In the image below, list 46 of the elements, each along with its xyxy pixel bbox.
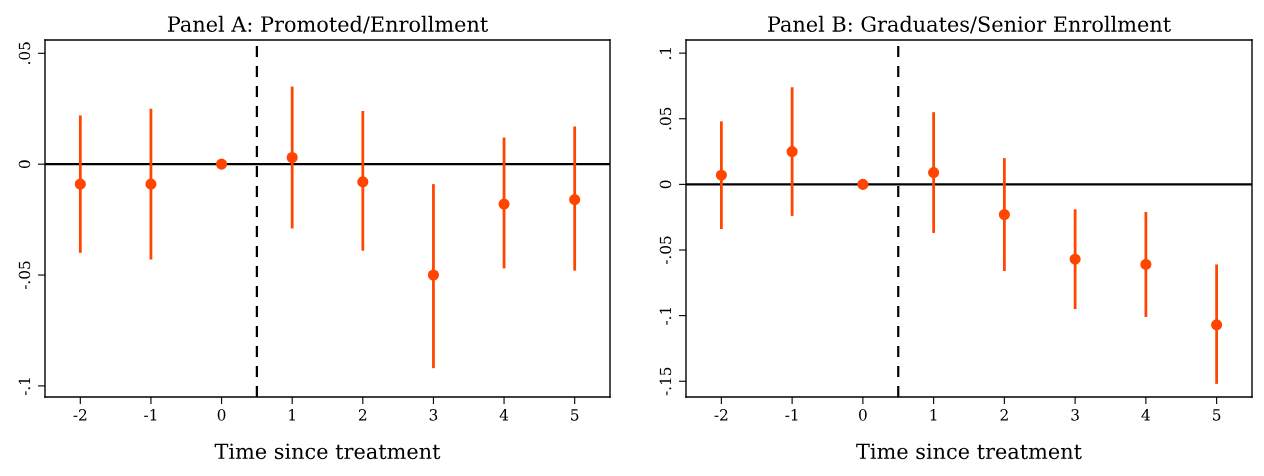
y-tick-label: -.05	[659, 236, 672, 265]
y-tick-label: -.15	[659, 367, 672, 396]
point	[1140, 258, 1152, 270]
y-tick-label: -.1	[659, 307, 672, 325]
point	[1211, 319, 1223, 331]
x-tick-label: 4	[1141, 409, 1150, 421]
x-tick-label: 3	[1071, 409, 1079, 421]
point	[498, 198, 510, 210]
x-tick-label: -2	[73, 409, 87, 421]
chart-title: Panel A: Promoted/Enrollment	[167, 15, 489, 34]
y-tick-label: -.05	[18, 261, 31, 290]
point	[1069, 253, 1081, 265]
x-axis-title: Time since treatment	[856, 443, 1082, 460]
x-tick-label: 3	[429, 409, 438, 421]
y-tick-label: 0	[659, 180, 672, 189]
x-tick-label: -1	[785, 409, 798, 421]
x-tick-label: 2	[358, 409, 367, 421]
x-tick-label: 0	[859, 409, 867, 421]
point	[145, 178, 157, 190]
point	[569, 194, 581, 206]
point	[74, 178, 86, 190]
x-tick-label: 5	[1213, 409, 1221, 421]
x-tick-label: 1	[289, 409, 295, 421]
y-tick-label: -.1	[18, 378, 31, 396]
x-tick-label: -1	[144, 409, 157, 421]
x-tick-label: 4	[499, 409, 509, 421]
y-tick-label: .1	[659, 48, 672, 59]
point	[427, 269, 439, 281]
point	[857, 178, 869, 190]
point	[286, 151, 298, 164]
x-tick-label: 0	[217, 409, 226, 421]
point	[216, 158, 228, 170]
x-tick-label: 2	[1000, 409, 1008, 421]
x-tick-label: -2	[714, 409, 728, 421]
y-tick-label: 0	[18, 160, 31, 169]
point	[786, 146, 798, 158]
point	[928, 167, 940, 179]
x-tick-label: 5	[571, 409, 579, 421]
x-axis-title: Time since treatment	[214, 443, 441, 460]
x-tick-label: 1	[930, 409, 937, 421]
y-tick-label: .05	[18, 42, 31, 65]
y-tick-label: .05	[659, 107, 672, 130]
chart-title: Panel B: Graduates/Senior Enrollment	[768, 15, 1171, 34]
point	[715, 169, 727, 181]
point	[357, 176, 369, 188]
point	[998, 209, 1010, 221]
